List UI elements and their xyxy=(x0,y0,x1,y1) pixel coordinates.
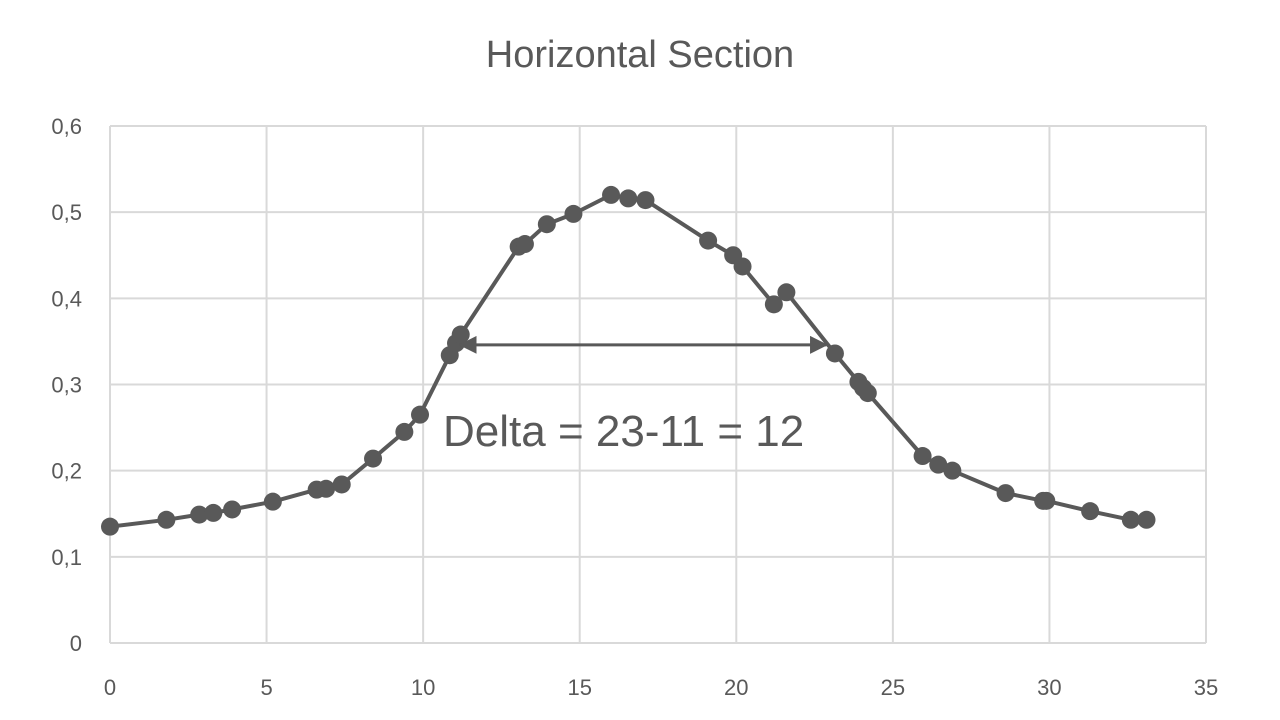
y-tick-label: 0,6 xyxy=(51,114,82,139)
data-point xyxy=(223,500,242,519)
data-point xyxy=(619,189,638,208)
data-point xyxy=(263,492,282,511)
data-point xyxy=(1137,510,1156,529)
data-point xyxy=(364,449,383,468)
y-tick-label: 0,4 xyxy=(51,286,82,311)
data-point xyxy=(699,231,718,250)
x-tick-label: 20 xyxy=(724,675,748,700)
delta-annotation: Delta = 23-11 = 12 xyxy=(443,335,829,456)
data-point xyxy=(777,283,796,302)
data-point xyxy=(733,257,752,276)
y-tick-label: 0 xyxy=(70,631,82,656)
data-point xyxy=(825,344,844,363)
x-tick-label: 0 xyxy=(104,675,116,700)
data-point xyxy=(1037,491,1056,510)
axes: 0 0,1 0,2 0,3 0,4 0,5 0,6 0 5 10 15 20 25 30 35 xyxy=(51,114,1218,700)
data-point xyxy=(943,461,962,480)
data-point xyxy=(204,503,223,522)
data-point xyxy=(913,447,932,466)
data-point xyxy=(636,191,655,210)
y-tick-label: 0,1 xyxy=(51,545,82,570)
data-point xyxy=(332,475,351,494)
data-point xyxy=(515,235,534,254)
x-tick-label: 35 xyxy=(1194,675,1218,700)
delta-label: Delta = 23-11 = 12 xyxy=(443,407,804,456)
x-tick-label: 15 xyxy=(567,675,591,700)
x-tick-label: 25 xyxy=(881,675,905,700)
data-point xyxy=(564,204,583,223)
grid xyxy=(109,125,1207,644)
data-point xyxy=(764,295,783,314)
data-point xyxy=(996,484,1015,503)
data-point xyxy=(1121,510,1140,529)
data-series xyxy=(101,185,1156,536)
data-point xyxy=(451,325,470,344)
x-tick-label: 30 xyxy=(1037,675,1061,700)
data-point xyxy=(395,422,414,441)
x-tick-label: 5 xyxy=(260,675,272,700)
y-tick-label: 0,2 xyxy=(51,459,82,484)
y-tick-label: 0,5 xyxy=(51,200,82,225)
data-point xyxy=(602,185,621,204)
data-point xyxy=(101,517,119,536)
data-point xyxy=(929,455,948,474)
x-tick-label: 10 xyxy=(411,675,435,700)
data-point xyxy=(157,510,176,529)
data-point xyxy=(537,215,556,234)
series-line xyxy=(109,192,1147,529)
data-point xyxy=(858,384,877,403)
data-point xyxy=(411,405,430,424)
data-point xyxy=(1081,502,1100,521)
y-tick-label: 0,3 xyxy=(51,373,82,398)
data-point xyxy=(317,479,336,498)
data-point xyxy=(190,505,209,524)
chart-title: Horizontal Section xyxy=(485,34,795,76)
